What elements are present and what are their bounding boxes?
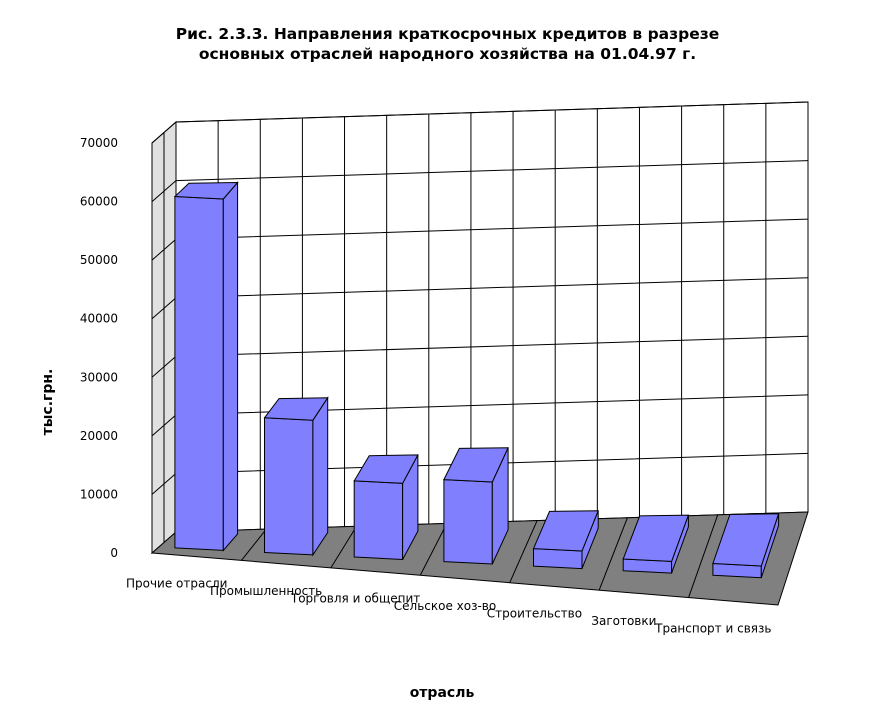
y-tick-label: 60000 [80,195,118,209]
y-tick-label: 10000 [80,487,118,501]
bar-1 [173,181,239,552]
bar-5 [532,510,599,570]
bar-7 [712,513,780,579]
y-axis-label: тыс.грн. [40,369,56,436]
y-tick-label: 20000 [80,429,118,443]
bar-front [264,417,314,556]
x-category-label: Транспорт и связь [654,621,771,635]
bar-top [622,514,690,562]
y-tick-label: 50000 [80,253,118,267]
bars [173,181,780,579]
bar-front [533,548,583,570]
x-category-label: Прочие отрасли [126,577,227,591]
floor-divider [419,523,448,576]
bar-front [174,195,224,551]
floor-divider [598,517,628,591]
chart-title-line2: основных отраслей народного хозяйства на… [198,45,697,63]
y-tick-label: 40000 [80,312,118,326]
bar-side [312,396,329,557]
x-category-label: Сельское хоз-во [394,599,496,613]
y-tick-label: 0 [110,546,118,560]
bar-top [353,454,419,484]
bar-top [173,181,239,200]
bar-6 [622,514,690,574]
chart-title: Рис. 2.3.3. Направления краткосрочных кр… [0,24,895,64]
x-category-label: Заготовки [591,614,656,628]
bar-front [353,480,404,561]
floor-divider [330,526,357,569]
bar-top [263,397,329,421]
bar-3 [353,454,419,561]
y-axis-ticks: 0 10000 20000 30000 40000 50000 60000 70000 [80,136,118,560]
bar-side [222,181,239,552]
x-category-label: Промышленность [210,584,322,598]
floor-divider [509,520,538,583]
x-category-label: Торговля и общепит [290,592,420,606]
y-tick-label: 30000 [80,370,118,384]
bar-top [712,513,780,567]
y-tick-label: 70000 [80,136,118,150]
bar-top [532,510,599,552]
x-category-label: Строительство [487,606,582,620]
floor-divider [241,528,267,561]
x-axis-label: отрасль [410,685,475,701]
floor-divider [688,514,719,598]
bar-front [443,479,493,565]
chart-title-line1: Рис. 2.3.3. Направления краткосрочных кр… [175,25,720,43]
bar-2 [263,396,329,557]
bar-4 [443,447,509,565]
bar-top [443,447,509,483]
